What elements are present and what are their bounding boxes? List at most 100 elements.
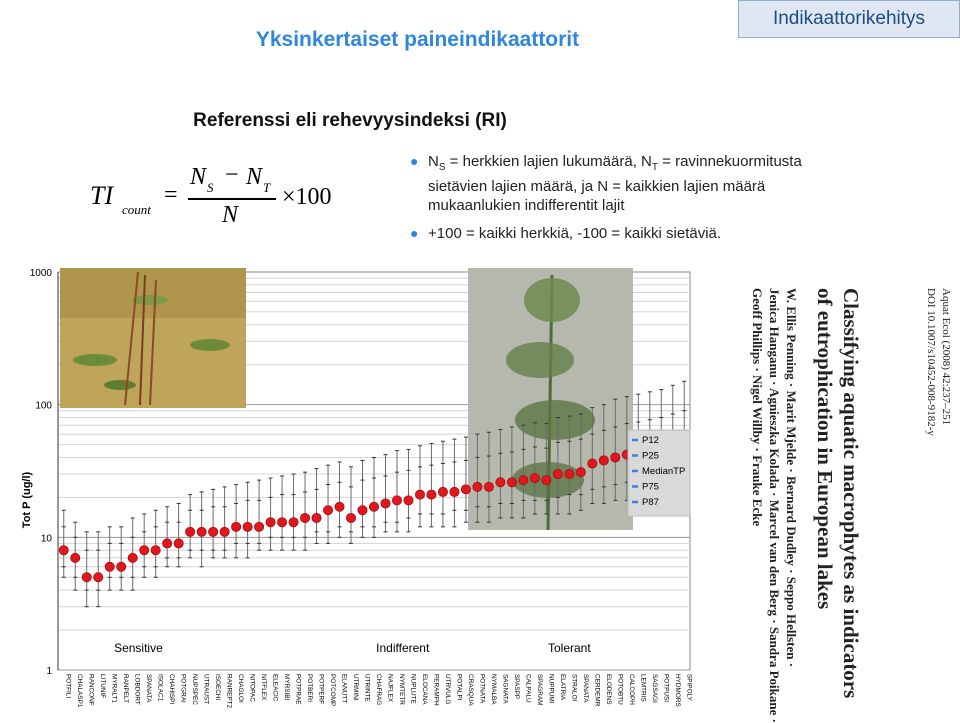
range-definition: +100 = kaikki herkkiä, -100 = kaikki sie… <box>428 225 722 242</box>
x-tick-label: LOBDORT <box>134 674 141 705</box>
x-tick-label: POTFILI <box>65 674 72 698</box>
photo-plant-tuft <box>132 295 168 305</box>
ti-count-formula: TI count = N S − N T N ×100 <box>90 150 360 250</box>
x-tick-label: POTPERF <box>318 674 325 704</box>
nt-definition-start: = ravinnekuormitusta <box>657 153 802 170</box>
median-point <box>403 495 414 506</box>
group-labels: Sensitive Indifferent Tolerant <box>114 641 591 655</box>
median-point <box>265 517 276 528</box>
x-tick-label: POTCOMP <box>329 674 336 706</box>
photo-reed-stem <box>149 279 157 406</box>
photo-reed-stem <box>139 274 146 406</box>
x-tick-label: ELEACIC <box>272 674 279 702</box>
x-tick-label: NYMALBA <box>490 674 497 705</box>
legend: P12 P25 MedianTP P75 P87 <box>627 429 691 517</box>
median-point <box>208 526 219 537</box>
median-point <box>219 526 230 537</box>
x-tick-label: POTALPI <box>455 674 462 701</box>
median-point <box>311 512 322 523</box>
median-point <box>104 561 115 572</box>
x-tick-label: CERDEMR <box>593 674 600 707</box>
x-tick-label: SPANATA <box>582 674 589 703</box>
x-tick-label: NITFLEX <box>260 674 267 701</box>
x-tick-label: SPANATA <box>145 674 152 703</box>
legend-entry: P25 <box>642 451 659 462</box>
indikaattorikehitys-tab[interactable]: Indikaattorikehitys <box>738 0 960 38</box>
section-heading: Referenssi eli rehevyysindeksi (RI) <box>193 110 507 131</box>
x-tick-label: SPAGRAM <box>536 674 543 705</box>
fraction-bar <box>188 198 276 200</box>
formula-times: ×100 <box>282 184 332 210</box>
paper-journal: Aquat Ecol (2008) 42:237–251 <box>940 288 952 426</box>
x-tick-label: HYDMORS <box>674 674 681 707</box>
formula-num-b-sub: T <box>263 180 271 195</box>
x-tick-label: RANREPT2 <box>226 674 233 709</box>
median-point <box>334 501 345 512</box>
ns-definition: = herkkien lajien lukumäärä, N <box>445 153 652 170</box>
x-tick-label: POTPRAE <box>295 674 302 705</box>
median-point <box>346 512 357 523</box>
median-point <box>564 469 575 480</box>
x-tick-label: PERAMPH <box>432 674 439 706</box>
median-point <box>288 517 299 528</box>
median-point <box>460 484 471 495</box>
group-label: Indifferent <box>376 641 430 655</box>
median-point <box>93 572 104 583</box>
ns-sub: S <box>438 162 446 173</box>
x-tick-label: RANPELT <box>122 674 129 703</box>
x-tick-label: POTGRAI <box>180 674 187 703</box>
group-label: Sensitive <box>114 641 163 655</box>
n-definition-cont: mukaanlukien indifferentit lajit <box>428 197 625 214</box>
x-tick-label: CALPALU <box>524 674 531 703</box>
paper-authors-line3: Geoff Phillips · Nigel Willby · Frauke E… <box>750 288 765 527</box>
median-point <box>81 572 92 583</box>
underwater-sediment-photo <box>60 268 246 408</box>
y-tick-label: 10 <box>41 533 53 544</box>
x-tick-label: POTNATA <box>478 674 485 704</box>
y-axis-label: Tot P (ug/l) <box>21 471 33 528</box>
legend-entry: P12 <box>642 435 659 446</box>
slide-title: Yksinkertaiset paineindikaattorit <box>255 28 580 51</box>
x-tick-label: NITOPAC <box>249 674 256 702</box>
paper-authors-line2: Jenica Hanganu · Agnieszka Kolada · Marc… <box>767 288 782 723</box>
formula-lhs: TI <box>90 181 114 210</box>
y-axis: 1 10 100 1000 <box>30 268 53 677</box>
x-tick-label: ELOCANA <box>421 674 428 705</box>
median-point <box>495 477 506 488</box>
x-axis-labels: POTFILI CHALASP1 RANCONF LITUNIF MYRALT1 RANP… <box>65 674 693 709</box>
photo-plant-tuft <box>190 339 230 351</box>
x-tick-label: POTOBTU <box>616 674 623 705</box>
x-tick-label: NAJFLEX <box>386 674 393 703</box>
legend-entry: MedianTP <box>642 466 685 477</box>
median-point <box>196 526 207 537</box>
x-tick-label: ELODENS <box>605 674 612 705</box>
median-point <box>426 489 437 500</box>
photo-plant-whorl <box>506 342 574 378</box>
x-tick-label: ISOECHI <box>214 674 221 701</box>
tp-range-chart: 1 10 100 1000 Tot P (ug/l) POTFILI CHALASP1 R… <box>21 268 693 709</box>
paper-citation-image: Aquat Ecol (2008) 42:237–251 DOI 10.1007… <box>735 258 960 723</box>
x-tick-label: ELATRIA <box>559 674 566 701</box>
formula-denominator: N <box>222 202 239 228</box>
median-point <box>506 477 517 488</box>
median-point <box>58 545 69 556</box>
median-point <box>391 495 402 506</box>
x-tick-label: CHALASP1 <box>76 674 83 708</box>
y-tick-label: 1000 <box>30 268 53 279</box>
x-tick-label: NUPSPEC <box>191 674 198 705</box>
median-point <box>254 521 265 532</box>
x-tick-label: CHAFRAG <box>375 674 382 705</box>
median-point <box>323 505 334 516</box>
y-tick-label: 100 <box>35 401 52 412</box>
median-point <box>472 481 483 492</box>
x-tick-label: CHAHISPI <box>168 674 175 704</box>
x-tick-label: SPIPOLY <box>685 674 692 702</box>
median-point <box>518 475 529 486</box>
median-point <box>139 545 150 556</box>
nt-definition-cont: sietävien lajien määrä, ja N = kaikkien … <box>428 178 766 195</box>
x-tick-label: UTRMINI <box>352 674 359 701</box>
x-tick-label: POTBERI <box>306 674 313 702</box>
x-tick-label: NUPLUTE <box>409 674 416 704</box>
median-point <box>598 455 609 466</box>
median-point <box>242 521 253 532</box>
